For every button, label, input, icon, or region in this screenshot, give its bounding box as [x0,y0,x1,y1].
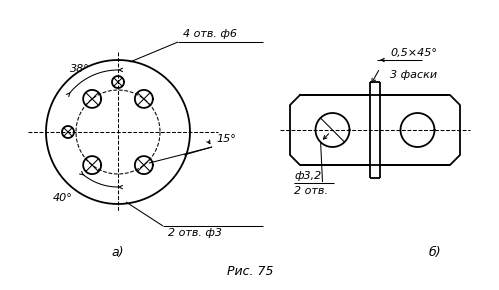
Text: 2 отв.: 2 отв. [294,186,328,196]
Text: 4 отв. ф6: 4 отв. ф6 [183,29,237,39]
Text: 0,5×45°: 0,5×45° [390,48,437,58]
Text: Рис. 75: Рис. 75 [227,265,273,278]
Text: 40°: 40° [53,193,73,203]
Text: б): б) [429,246,441,259]
Text: 38°: 38° [70,64,90,74]
Text: ф3,2: ф3,2 [294,171,322,181]
Text: 3 фаски: 3 фаски [390,70,437,80]
Text: а): а) [112,246,124,259]
Text: 15°: 15° [216,134,236,144]
Text: 2 отв. ф3: 2 отв. ф3 [168,228,222,238]
